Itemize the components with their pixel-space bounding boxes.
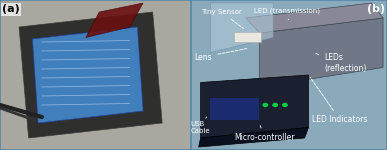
Polygon shape	[86, 3, 143, 38]
Text: Lens: Lens	[195, 49, 247, 62]
Text: LED Indicators: LED Indicators	[310, 77, 368, 124]
Text: LED (transmission): LED (transmission)	[253, 7, 320, 20]
FancyBboxPatch shape	[234, 32, 262, 42]
FancyBboxPatch shape	[0, 0, 191, 150]
Text: LEDs
(reflection): LEDs (reflection)	[315, 53, 366, 73]
Text: USB
Cable: USB Cable	[191, 117, 211, 134]
Circle shape	[282, 103, 288, 107]
Polygon shape	[211, 3, 273, 52]
Circle shape	[272, 103, 278, 107]
Text: (a): (a)	[2, 4, 20, 15]
Polygon shape	[246, 3, 383, 33]
Polygon shape	[199, 128, 308, 147]
Text: Tiny Sensor: Tiny Sensor	[200, 9, 243, 28]
Text: (b): (b)	[367, 4, 385, 15]
Polygon shape	[19, 12, 162, 138]
Polygon shape	[33, 27, 143, 123]
FancyBboxPatch shape	[191, 0, 387, 150]
FancyBboxPatch shape	[211, 98, 259, 120]
Polygon shape	[259, 18, 383, 87]
Polygon shape	[200, 75, 308, 138]
Text: Micro-controller: Micro-controller	[234, 126, 295, 142]
Circle shape	[262, 103, 268, 107]
